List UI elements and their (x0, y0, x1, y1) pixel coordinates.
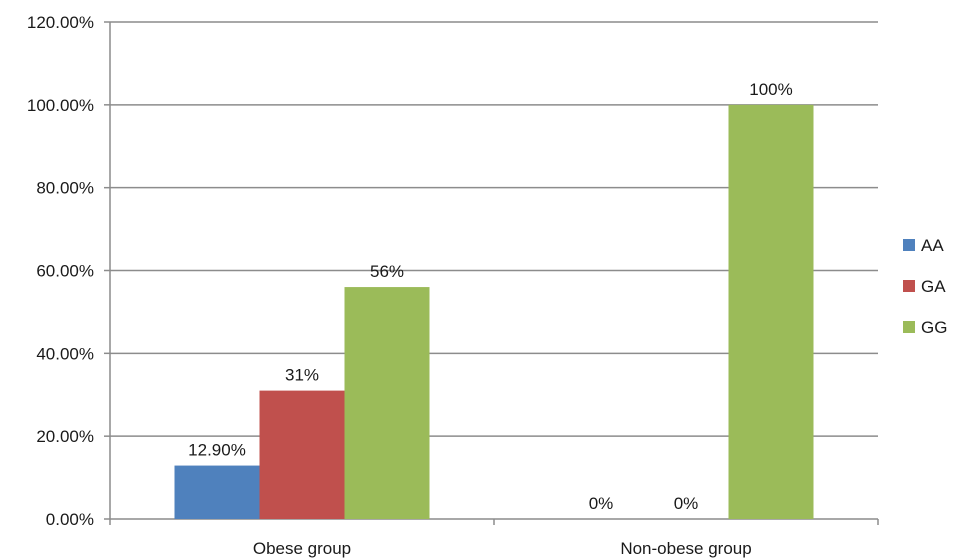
y-tick-label: 0.00% (46, 510, 94, 529)
bar-ga-1 (259, 390, 345, 519)
bar-gg-1 (344, 287, 430, 519)
legend-label-gg: GG (921, 318, 947, 337)
legend-swatch-ga (903, 280, 915, 292)
y-tick-label: 120.00% (27, 13, 94, 32)
y-tick-labels: 0.00% 20.00% 40.00% 60.00% 80.00% 100.00% 120.… (27, 13, 94, 529)
y-tick-label: 20.00% (36, 427, 94, 446)
legend-swatch-gg (903, 321, 915, 333)
legend-swatch-aa (903, 239, 915, 251)
y-tick-label: 60.00% (36, 262, 94, 281)
legend: AA GA GG (903, 236, 947, 337)
y-tick-label: 100.00% (27, 96, 94, 115)
legend-label-ga: GA (921, 277, 946, 296)
y-tick-label: 80.00% (36, 179, 94, 198)
x-category-label: Obese group (253, 539, 351, 558)
data-label: 100% (749, 80, 792, 99)
data-labels: 12.90% 31% 56% 0% 0% 100% (188, 80, 793, 513)
data-label: 0% (674, 494, 699, 513)
x-category-label: Non-obese group (620, 539, 751, 558)
y-tick-label: 40.00% (36, 344, 94, 363)
bar-aa-1 (174, 465, 260, 519)
data-label: 0% (589, 494, 614, 513)
bars (174, 104, 814, 519)
bar-gg-2 (728, 104, 814, 519)
data-label: 56% (370, 262, 404, 281)
legend-label-aa: AA (921, 236, 944, 255)
data-label: 12.90% (188, 441, 246, 460)
category-labels: Obese group Non-obese group (253, 539, 752, 558)
data-label: 31% (285, 366, 319, 385)
